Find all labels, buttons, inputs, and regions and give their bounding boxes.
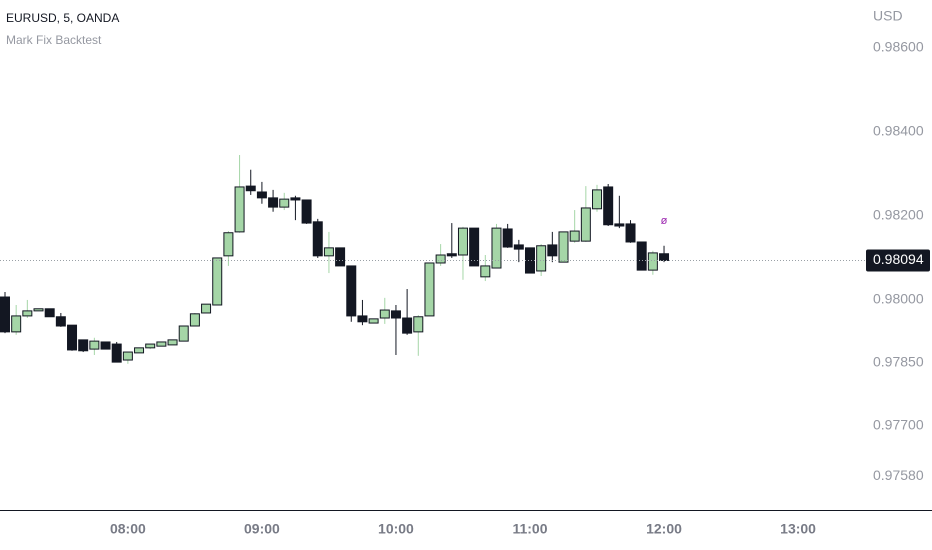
- y-tick-label: 0.98200: [873, 207, 924, 223]
- candle-body: [547, 244, 558, 257]
- candle-body: [212, 257, 223, 306]
- candle-body: [0, 296, 10, 333]
- candle-body: [178, 325, 189, 342]
- currency-label: USD: [873, 8, 903, 24]
- candle-body: [659, 253, 670, 261]
- candle-body: [368, 318, 379, 324]
- candle-body: [145, 343, 156, 349]
- candle-body: [11, 315, 22, 333]
- candle-body: [469, 227, 480, 267]
- candle-body: [223, 232, 234, 257]
- chart-subtitle: Mark Fix Backtest: [6, 33, 102, 47]
- candle-body: [413, 316, 424, 333]
- candle-body: [67, 324, 78, 351]
- candle-body: [636, 241, 647, 271]
- candle-body: [569, 230, 580, 242]
- candle-body: [167, 339, 178, 346]
- candle-body: [335, 247, 346, 267]
- x-tick-label: 10:00: [378, 521, 414, 537]
- candle-body: [256, 191, 267, 199]
- candle-body: [301, 199, 312, 224]
- candle-body: [290, 197, 301, 201]
- candle-body: [189, 313, 200, 327]
- candle-body: [524, 247, 535, 274]
- candle-body: [513, 244, 524, 250]
- y-tick-label: 0.97700: [873, 417, 924, 433]
- candle-body: [457, 227, 468, 256]
- candle-body: [424, 262, 435, 317]
- candle-body: [480, 265, 491, 278]
- candle-body: [558, 231, 569, 263]
- candle-body: [122, 351, 133, 361]
- candle-body: [55, 316, 66, 327]
- candle-body: [44, 308, 55, 318]
- y-tick-label: 0.98400: [873, 123, 924, 139]
- candle-body: [111, 343, 122, 363]
- candle-body: [614, 223, 625, 227]
- candle-body: [78, 339, 89, 352]
- candle-body: [323, 247, 334, 257]
- chart-title: EURUSD, 5, OANDA: [6, 11, 119, 25]
- candle-body: [33, 308, 44, 312]
- x-tick-label: 08:00: [110, 521, 146, 537]
- y-tick-label: 0.98600: [873, 39, 924, 55]
- candle-body: [435, 254, 446, 264]
- candle-body: [625, 223, 636, 243]
- y-tick-label: 0.97850: [873, 354, 924, 370]
- candle-body: [379, 309, 390, 319]
- candle-body: [390, 310, 401, 319]
- candle-body: [22, 310, 33, 317]
- candle-body: [357, 315, 368, 323]
- candle-body: [100, 341, 111, 350]
- candle-body: [279, 198, 290, 208]
- candle-body: [536, 245, 547, 272]
- candle-body: [647, 252, 658, 271]
- x-tick-label: 11:00: [512, 521, 547, 537]
- candle-body: [234, 186, 245, 233]
- x-tick-label: 13:00: [780, 521, 816, 537]
- last-price-box: [866, 249, 930, 272]
- candle-body: [201, 303, 212, 314]
- candle-body: [245, 185, 256, 192]
- candle-body: [89, 340, 100, 350]
- candle-body: [592, 189, 603, 210]
- candle-body: [446, 253, 457, 257]
- candle-body: [502, 228, 513, 248]
- x-tick-label: 12:00: [646, 521, 682, 537]
- candle-body: [346, 265, 357, 317]
- candle-body: [312, 221, 323, 257]
- candle-body: [402, 317, 413, 334]
- candle-body: [491, 227, 502, 269]
- annotation: ø: [661, 215, 668, 227]
- y-tick-label: 0.98000: [873, 291, 924, 307]
- last-price-label: 0.98094: [873, 251, 924, 267]
- candle-body: [156, 341, 167, 347]
- x-tick-label: 09:00: [244, 521, 280, 537]
- candle-body: [580, 207, 591, 242]
- candle-body: [603, 186, 614, 226]
- candle-body: [134, 347, 145, 354]
- y-tick-label: 0.97580: [873, 467, 924, 483]
- candle-body: [268, 197, 279, 208]
